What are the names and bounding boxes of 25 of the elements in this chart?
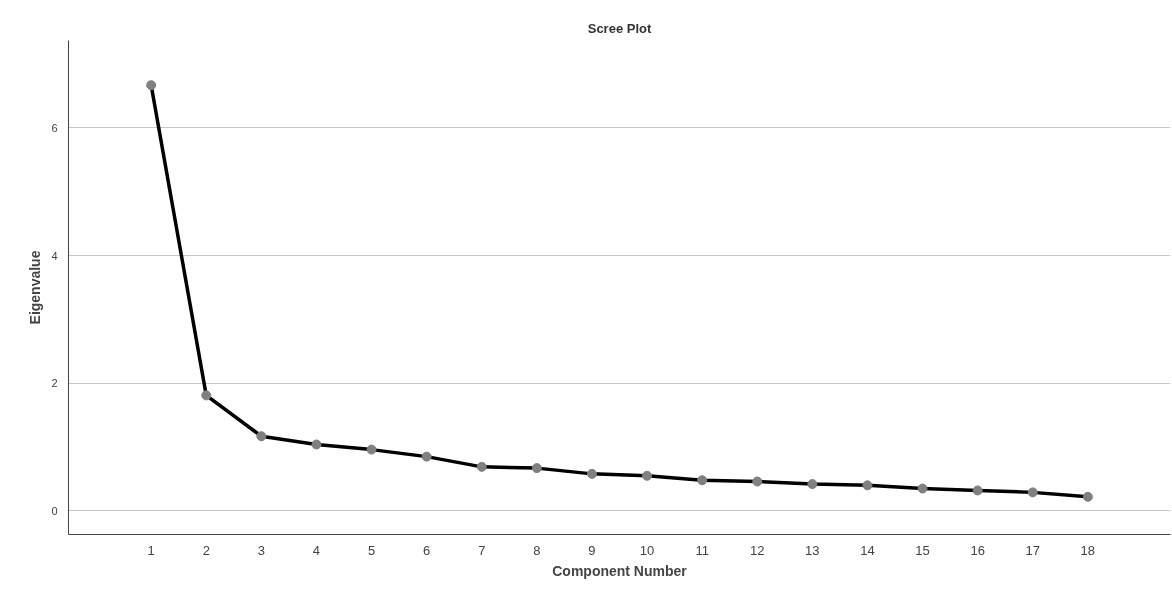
y-tick-label: 2 [51, 377, 58, 390]
x-tick-label: 3 [257, 542, 265, 558]
y-tick-label: 4 [51, 249, 58, 262]
y-axis-title: Eigenvalue [27, 250, 44, 325]
x-tick-label: 18 [1080, 542, 1096, 558]
x-tick-label: 14 [860, 542, 875, 558]
x-tick-label: 13 [805, 542, 820, 558]
x-tick-label: 5 [367, 542, 376, 558]
chart-title: Scree Plot [587, 20, 652, 36]
x-tick-label: 11 [695, 542, 709, 558]
x-tick-label: 12 [750, 542, 765, 558]
y-tick-label: 0 [51, 504, 58, 517]
x-tick-label: 16 [970, 542, 985, 558]
x-tick-label: 1 [147, 542, 155, 558]
x-tick-label: 10 [639, 542, 655, 558]
x-axis-title: Component Number [552, 562, 688, 579]
x-tick-label: 9 [588, 542, 596, 558]
x-tick-label: 15 [915, 542, 930, 558]
x-tick-label: 17 [1025, 542, 1040, 558]
x-tick-label: 6 [423, 542, 431, 558]
x-tick-label: 8 [533, 542, 541, 558]
x-tick-label: 7 [478, 542, 486, 558]
y-tick-label: 6 [51, 121, 58, 134]
x-tick-label: 4 [312, 542, 321, 558]
x-tick-label: 2 [202, 542, 210, 558]
